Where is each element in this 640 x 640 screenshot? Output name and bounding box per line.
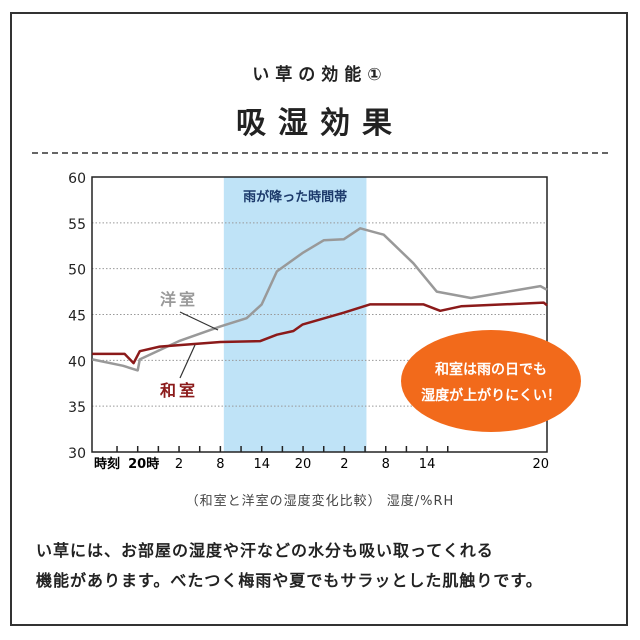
series-line-washitsu bbox=[92, 301, 548, 365]
x-tick-label: 8 bbox=[382, 457, 390, 472]
series-label-youshitsu: 洋室 bbox=[160, 290, 198, 309]
annotation-text: 湿度が上がりにくい！ bbox=[421, 387, 561, 404]
body-text: い草には、お部屋の湿度や汗などの水分も吸い取ってくれる 機能があります。べたつく… bbox=[36, 536, 543, 596]
x-tick-label: 2 bbox=[340, 457, 348, 472]
subtitle: い草の効能① bbox=[252, 65, 388, 85]
y-tick-label: 55 bbox=[68, 217, 86, 233]
x-tick-label: 14 bbox=[253, 457, 270, 472]
x-tick-label: 20 bbox=[295, 457, 312, 472]
series-line-youshitsu bbox=[91, 227, 548, 372]
x-tick-label: 20 bbox=[532, 457, 549, 472]
annotation-text: 和室は雨の日でも bbox=[435, 361, 547, 378]
frame bbox=[10, 12, 628, 626]
page-title: 吸湿効果 bbox=[236, 106, 404, 141]
y-tick-label: 40 bbox=[68, 354, 86, 370]
series-label-washitsu: 和室 bbox=[160, 381, 198, 400]
x-tick-label: 14 bbox=[419, 457, 436, 472]
x-tick-label: 20時 bbox=[128, 456, 159, 472]
x-axis-prefix: 時刻 bbox=[94, 456, 120, 472]
chart-caption: （和室と洋室の湿度変化比較） 湿度/%RH bbox=[185, 494, 455, 509]
x-tick-label: 8 bbox=[216, 457, 224, 472]
plot-border bbox=[91, 176, 548, 453]
leader-line bbox=[179, 344, 196, 379]
x-tick-label: 2 bbox=[175, 457, 183, 472]
y-tick-label: 60 bbox=[68, 171, 86, 187]
body-line: 機能があります。べたつく梅雨や夏でもサラッとした肌触りです。 bbox=[36, 571, 543, 590]
y-tick-label: 30 bbox=[68, 446, 86, 462]
y-tick-label: 35 bbox=[68, 400, 86, 416]
leader-line bbox=[179, 311, 219, 331]
divider bbox=[32, 152, 608, 154]
y-tick-label: 45 bbox=[68, 309, 86, 325]
y-tick-label: 50 bbox=[68, 263, 86, 279]
rain-region-label: 雨が降った時間帯 bbox=[243, 189, 347, 205]
annotation-bubble bbox=[401, 330, 581, 432]
body-line: い草には、お部屋の湿度や汗などの水分も吸い取ってくれる bbox=[36, 541, 494, 560]
